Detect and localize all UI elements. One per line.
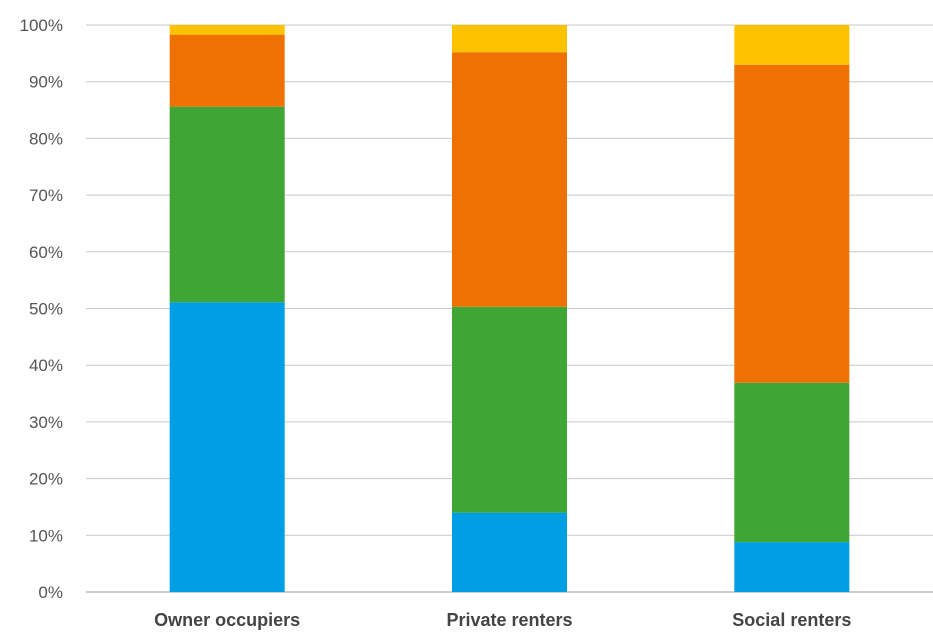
y-tick-label: 100% (20, 16, 63, 35)
y-tick-label: 60% (29, 243, 63, 262)
y-axis-tick-labels: 0% 10% 20% 30% 40% 50% 60% 70% 80% 90% 100% (20, 16, 63, 602)
y-tick-label: 0% (38, 583, 63, 602)
bar-segment (169, 302, 285, 592)
bar-segment (452, 52, 567, 307)
y-tick-label: 30% (29, 413, 63, 432)
y-tick-label: 90% (29, 73, 63, 92)
bars (169, 25, 850, 592)
x-axis-category-labels: Owner occupiers Private renters Social ren… (154, 610, 851, 630)
y-tick-label: 50% (29, 300, 63, 319)
bar-segment (734, 382, 850, 543)
bar-segment (169, 106, 285, 303)
y-tick-label: 40% (29, 356, 63, 375)
x-category-label: Social renters (732, 610, 851, 630)
y-tick-label: 70% (29, 186, 63, 205)
bar-segment (734, 25, 850, 65)
bar-segment (169, 25, 285, 35)
bar-segment (452, 25, 567, 53)
x-category-label: Private renters (446, 610, 572, 630)
bar-segment (734, 542, 850, 592)
bar-segment (734, 64, 850, 383)
bar-segment (169, 34, 285, 107)
y-tick-label: 80% (29, 129, 63, 148)
y-tick-label: 20% (29, 470, 63, 489)
bar-segment (452, 306, 567, 513)
bar-segment (452, 512, 567, 592)
x-category-label: Owner occupiers (154, 610, 300, 630)
y-tick-label: 10% (29, 526, 63, 545)
